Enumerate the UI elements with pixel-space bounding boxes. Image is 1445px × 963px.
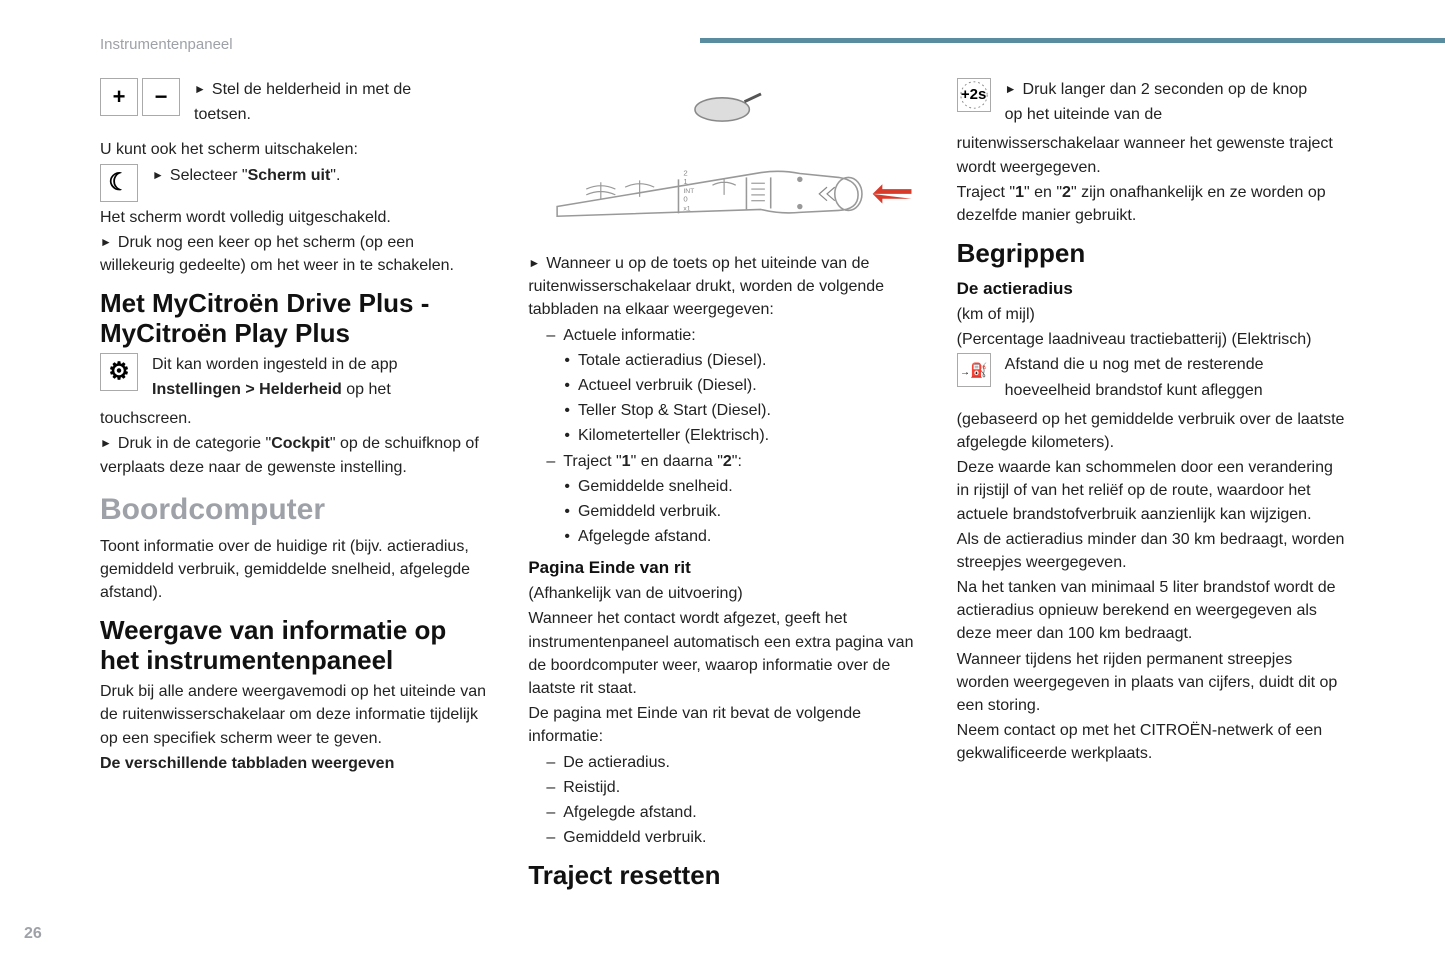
- top-accent-bar: [700, 38, 1445, 43]
- display-tabs-heading: De verschillende tabbladen weergeven: [100, 752, 488, 775]
- display-info-desc: Druk bij alle andere weergavemodi op het…: [100, 680, 488, 750]
- bullet-distance: Afgelegde afstand.: [528, 525, 916, 548]
- range-fault: Wanneer tijdens het rijden permanent str…: [957, 648, 1345, 718]
- svg-text:1: 1: [684, 177, 688, 186]
- end-trip-distance: Afgelegde afstand.: [528, 801, 916, 824]
- col3-avg-consumption: Gemiddeld verbruik.: [528, 826, 916, 849]
- stalk-press-instruction: Wanneer u op de toets op het uiteinde va…: [528, 252, 916, 322]
- page-number: 26: [24, 925, 42, 943]
- minus-button-icon: −: [142, 78, 180, 116]
- select-screen-off: Selecteer "Scherm uit".: [152, 164, 488, 187]
- boardcomputer-desc: Toont informatie over de huidige rit (bi…: [100, 535, 488, 605]
- fuel-pump-icon: →⛽: [957, 353, 991, 387]
- settings-line-1: Dit kan worden ingesteld in de app: [152, 353, 488, 376]
- fuel-range-line-1: Afstand die u nog met de resterende: [1005, 353, 1345, 376]
- svg-text:2: 2: [684, 168, 688, 177]
- plus-button-icon: +: [100, 78, 138, 116]
- reset-row: +2s Druk langer dan 2 seconden op de kno…: [957, 78, 1345, 128]
- timer-2s-label: +2s: [961, 86, 986, 103]
- screen-on-again: Druk nog een keer op het scherm (op een …: [100, 231, 488, 277]
- heading-reset-trip: Traject resetten: [528, 861, 916, 891]
- bullet-current-consumption: Actueel verbruik (Diesel).: [528, 374, 916, 397]
- heading-end-of-trip: Pagina Einde van rit: [528, 558, 916, 578]
- actual-info-label: Actuele informatie:: [528, 324, 916, 347]
- settings-row: ⚙ Dit kan worden ingesteld in de app Ins…: [100, 353, 488, 403]
- heading-boardcomputer: Boordcomputer: [100, 493, 488, 527]
- end-trip-desc: Wanneer het contact wordt afgezet, geeft…: [528, 607, 916, 700]
- settings-line-3: touchscreen.: [100, 407, 488, 430]
- screen-off-note: Het scherm wordt volledig uitgeschakeld.: [100, 206, 488, 229]
- screen-off-row: ☾ Selecteer "Scherm uit".: [100, 164, 488, 202]
- wiper-stalk-illustration: 2 1 INT 0 x1: [528, 78, 916, 238]
- bullet-avg-consumption: Gemiddeld verbruik.: [528, 500, 916, 523]
- heading-display-info: Weergave van informatie op het instrumen…: [100, 616, 488, 676]
- svg-text:0: 0: [684, 195, 688, 204]
- gear-icon: ⚙: [100, 353, 138, 391]
- range-contact: Neem contact op met het CITROËN-netwerk …: [957, 719, 1345, 765]
- brightness-buttons-row: +− Stel de helderheid in met de toetsen.: [100, 78, 488, 128]
- end-trip-depends: (Afhankelijk van de uitvoering): [528, 582, 916, 605]
- end-trip-time: Reistijd.: [528, 776, 916, 799]
- range-battery: (Percentage laadniveau tractiebatterij) …: [957, 328, 1345, 351]
- bullet-odometer: Kilometerteller (Elektrisch).: [528, 424, 916, 447]
- reset-line-3: ruitenwisserschakelaar wanneer het gewen…: [957, 132, 1345, 178]
- bullet-total-range: Totale actieradius (Diesel).: [528, 349, 916, 372]
- bullet-stopstart: Teller Stop & Start (Diesel).: [528, 399, 916, 422]
- bullet-avg-speed: Gemiddelde snelheid.: [528, 475, 916, 498]
- fuel-range-row: →⛽ Afstand die u nog met de resterende h…: [957, 353, 1345, 403]
- reset-line-2: op het uiteinde van de: [1005, 103, 1345, 126]
- range-unit: (km of mijl): [957, 303, 1345, 326]
- reset-independent: Traject "1" en "2" zijn onafhankelijk en…: [957, 181, 1345, 227]
- heading-range: De actieradius: [957, 279, 1345, 299]
- page-content: +− Stel de helderheid in met de toetsen.…: [100, 78, 1345, 913]
- fuel-range-line-2: hoeveelheid brandstof kunt afleggen: [1005, 379, 1345, 402]
- end-trip-range: De actieradius.: [528, 751, 916, 774]
- cockpit-instruction: Druk in de categorie "Cockpit" op de sch…: [100, 432, 488, 478]
- heading-driveplus: Met MyCitroën Drive Plus - MyCitroën Pla…: [100, 289, 488, 349]
- end-trip-contains: De pagina met Einde van rit bevat de vol…: [528, 702, 916, 748]
- brightness-instruction-2: toetsen.: [194, 103, 488, 126]
- heading-definitions: Begrippen: [957, 239, 1345, 269]
- traject-1-2-label: Traject "1" en daarna "2":: [528, 450, 916, 473]
- screen-off-intro: U kunt ook het scherm uitschakelen:: [100, 138, 488, 161]
- range-fluctuation: Deze waarde kan schommelen door een vera…: [957, 456, 1345, 526]
- page-section-header: Instrumentenpaneel: [100, 36, 233, 53]
- range-refuel: Na het tanken van minimaal 5 liter brand…: [957, 576, 1345, 646]
- brightness-instruction-1: Stel de helderheid in met de: [194, 78, 488, 101]
- range-basis: (gebaseerd op het gemiddelde verbruik ov…: [957, 408, 1345, 454]
- range-below-30: Als de actieradius minder dan 30 km bedr…: [957, 528, 1345, 574]
- svg-text:x1: x1: [684, 205, 691, 212]
- reset-line-1: Druk langer dan 2 seconden op de knop: [1005, 78, 1345, 101]
- moon-icon: ☾: [100, 164, 138, 202]
- settings-line-2: Instellingen > Helderheid op het: [152, 378, 488, 401]
